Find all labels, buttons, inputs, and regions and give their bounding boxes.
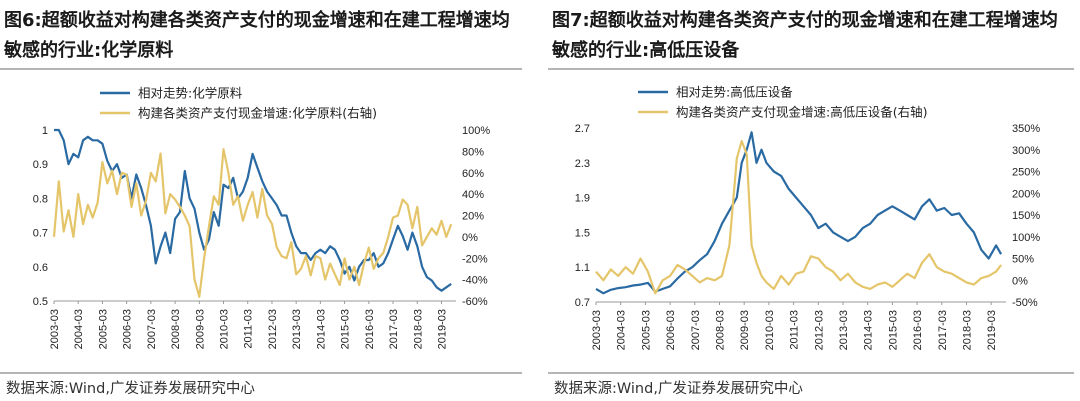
x-tick-label: 2008-03 [714,310,726,350]
x-tick-label: 2006-03 [122,309,134,349]
x-tick-label: 2014-03 [863,310,875,350]
chart-panel-1: 图6:超额收益对构建各类资产支付的现金增速和在建工程增速均敏感的行业:化学原料 … [0,0,528,401]
y-right-tick-label: 300% [1012,145,1040,157]
x-tick-label: 2003-03 [591,310,603,350]
y-right-tick-label: 0% [462,232,478,244]
y-left-tick-label: 0.6 [33,262,48,274]
y-right-tick-label: -40% [462,275,488,287]
y-right-tick-label: -60% [462,296,488,308]
title-divider [0,68,522,70]
x-tick-label: 2004-03 [73,309,85,349]
x-tick-label: 2017-03 [388,309,400,349]
x-tick-label: 2015-03 [340,309,352,349]
legend-label: 相对走势:高低压设备 [676,85,793,100]
x-tick-label: 2006-03 [665,310,677,350]
y-right-tick-label: -50% [1012,297,1038,309]
x-tick-label: 2014-03 [315,309,327,349]
y-left-tick-label: 2.3 [575,158,590,170]
chart-panel-2: 图7:超额收益对构建各类资产支付的现金增速和在建工程增速均敏感的行业:高低压设备… [548,0,1080,401]
x-tick-label: 2013-03 [291,309,303,349]
x-tick-label: 2019-03 [986,310,998,350]
x-tick-label: 2007-03 [690,310,702,350]
series-line-relative-trend [595,131,1003,295]
y-left-tick-label: 0.5 [33,296,48,308]
figure-label: 图7: [552,10,590,31]
x-tick-label: 2019-03 [436,309,448,349]
source-divider [548,372,1074,374]
chart-title: 图7:超额收益对构建各类资产支付的现金增速和在建工程增速均敏感的行业:高低压设备 [552,6,1067,66]
series-line-capex-growth [52,148,453,298]
data-source: 数据来源:Wind,广发证券发展研究中心 [6,381,255,397]
x-tick-label: 2008-03 [170,309,182,349]
y-right-tick-label: 50% [1012,254,1034,266]
y-left-tick-label: 1 [42,125,48,137]
x-tick-label: 2018-03 [412,309,424,349]
legend-label: 构建各类资产支付现金增速:高低压设备(右轴) [676,105,927,120]
y-right-tick-label: 0% [1012,275,1028,287]
y-right-tick-label: 40% [462,189,484,201]
line-chart-1: 0.5 0.6 0.7 0.8 0.9 1 -60% -40% -20% 0% 20% 40% 60% 8… [33,86,491,350]
x-tick-label: 2013-03 [838,310,850,350]
y-right-tick-label: 250% [1012,167,1040,179]
x-tick-label: 2011-03 [243,309,255,349]
y-right-tick-label: 150% [1012,210,1040,222]
legend-label: 相对走势:化学原料 [138,86,243,101]
x-tick-label: 2007-03 [146,309,158,349]
x-tick-label: 2016-03 [364,309,376,349]
y-right-tick-label: 100% [462,125,490,137]
figure-title-text: 超额收益对构建各类资产支付的现金增速和在建工程增速均敏感的行业:高低压设备 [552,10,1058,61]
x-tick-label: 2009-03 [194,309,206,349]
data-source: 数据来源:Wind,广发证券发展研究中心 [554,381,803,397]
x-tick-label: 2012-03 [267,309,279,349]
x-tick-label: 2005-03 [640,310,652,350]
y-right-tick-label: 60% [462,168,484,180]
y-right-tick-label: 200% [1012,188,1040,200]
y-left-tick-label: 1.9 [575,193,590,205]
x-tick-label: 2017-03 [937,310,949,350]
source-divider [0,372,522,374]
series-line-capex-growth [595,139,1002,295]
figure-label: 图6: [4,10,42,31]
x-tick-label: 2009-03 [739,310,751,350]
x-tick-label: 2011-03 [789,310,801,350]
chart-title: 图6:超额收益对构建各类资产支付的现金增速和在建工程增速均敏感的行业:化学原料 [4,6,519,66]
y-left-tick-label: 1.1 [575,262,590,274]
x-tick-label: 2012-03 [813,310,825,350]
y-left-tick-label: 0.8 [33,193,48,205]
x-tick-label: 2016-03 [912,310,924,350]
x-tick-label: 2010-03 [219,309,231,349]
title-divider [548,68,1074,70]
y-left-tick-label: 2.7 [575,123,590,135]
y-left-tick-label: 1.5 [575,227,590,239]
x-tick-label: 2018-03 [961,310,973,350]
figure-title-text: 超额收益对构建各类资产支付的现金增速和在建工程增速均敏感的行业:化学原料 [4,10,510,61]
y-right-tick-label: -20% [462,253,488,265]
y-right-tick-label: 80% [462,146,484,158]
y-left-tick-label: 0.7 [575,297,590,309]
y-right-tick-label: 20% [462,211,484,223]
x-tick-label: 2010-03 [764,310,776,350]
y-right-tick-label: 100% [1012,232,1040,244]
y-left-tick-label: 0.7 [33,228,48,240]
x-tick-label: 2015-03 [887,310,899,350]
legend-label: 构建各类资产支付现金增速:化学原料(右轴) [138,106,377,121]
y-right-tick-label: 350% [1012,123,1040,135]
x-tick-label: 2005-03 [97,309,109,349]
x-tick-label: 2003-03 [49,309,61,349]
y-left-tick-label: 0.9 [33,159,48,171]
line-chart-2: 0.7 1.1 1.5 1.9 2.3 2.7 -50% 0% 50% 100% 150% 200% 2… [575,85,1041,351]
x-tick-label: 2004-03 [616,310,628,350]
series-line-relative-trend [54,128,452,292]
